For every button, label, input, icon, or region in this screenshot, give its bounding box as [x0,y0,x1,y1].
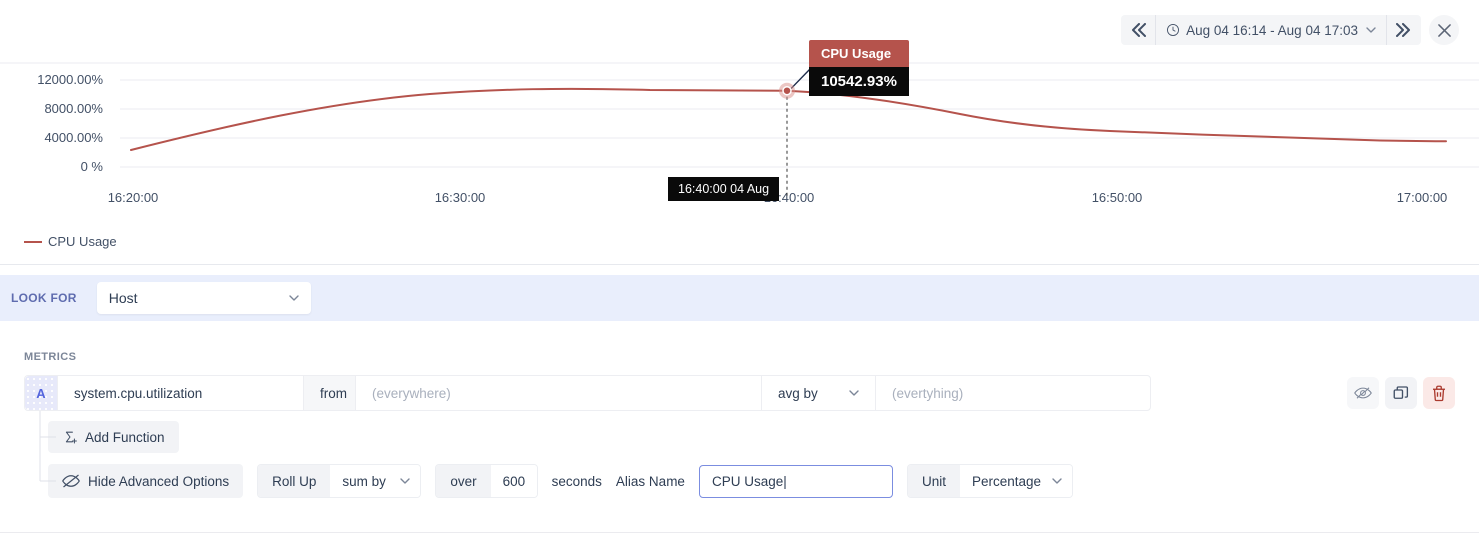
svg-text:0 %: 0 % [81,159,104,174]
svg-text:17:00:00: 17:00:00 [1397,190,1448,205]
svg-text:12000.00%: 12000.00% [37,72,103,87]
svg-text:16:50:00: 16:50:00 [1092,190,1143,205]
svg-text:16:30:00: 16:30:00 [435,190,486,205]
svg-text:8000.00%: 8000.00% [44,101,103,116]
svg-text:4000.00%: 4000.00% [44,130,103,145]
svg-text:16:20:00: 16:20:00 [108,190,159,205]
svg-text:CPU Usage: CPU Usage [48,234,117,249]
